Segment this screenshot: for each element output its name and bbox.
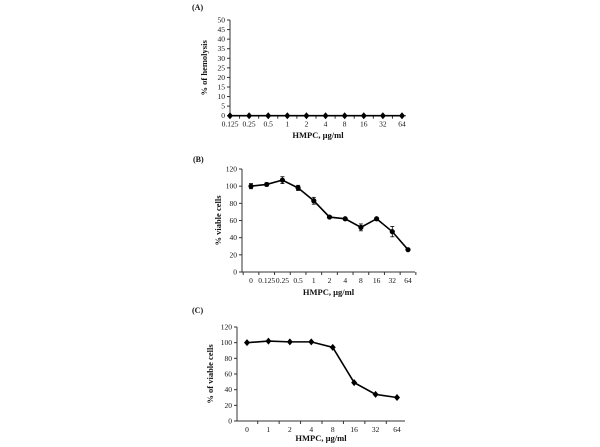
- x-tick-label: 4: [324, 120, 328, 129]
- data-point: [264, 181, 270, 188]
- x-tick-label: 64: [393, 425, 401, 434]
- data-point: [329, 343, 336, 351]
- x-tick-label: 0.5: [264, 120, 274, 129]
- x-tick-label: 1: [267, 425, 271, 434]
- data-point: [286, 338, 293, 346]
- data-point: [227, 112, 233, 120]
- data-point: [379, 112, 386, 120]
- y-tick-label: 45: [218, 25, 226, 34]
- data-point: [372, 390, 379, 398]
- x-tick-label: 64: [404, 276, 412, 285]
- y-axis-label: % of hemolysis: [199, 40, 209, 96]
- x-tick-label: 1: [312, 276, 316, 285]
- x-tick-label: 16: [373, 276, 381, 285]
- data-point: [295, 185, 301, 191]
- y-tick-label: 35: [218, 44, 226, 53]
- y-axis-label: % viable cells: [213, 195, 223, 246]
- x-tick-label: 32: [372, 425, 380, 434]
- x-tick-label: 0: [245, 425, 249, 434]
- data-point: [265, 337, 272, 345]
- x-tick-label: 16: [350, 425, 358, 434]
- data-point: [265, 112, 272, 120]
- data-point: [308, 338, 315, 346]
- data-point: [399, 112, 405, 120]
- data-point: [374, 216, 380, 222]
- y-tick-label: 30: [218, 54, 226, 63]
- y-tick-label: 120: [226, 165, 238, 174]
- chart-c: (C) 0 20 40 60 80 100 120 0 1 2 4 8 16 32 64 HMPC, µg/ml…: [192, 306, 405, 443]
- x-axis-label: HMPC, µg/ml: [303, 287, 355, 297]
- x-tick-label: 2: [328, 276, 332, 285]
- y-tick-label: 60: [225, 370, 233, 379]
- x-tick-label: 0: [249, 276, 253, 285]
- y-tick-label: 40: [218, 35, 226, 44]
- x-tick-label: 0.25: [276, 276, 289, 285]
- data-point: [284, 112, 291, 120]
- y-tick-label: 25: [218, 63, 226, 72]
- data-point: [303, 112, 310, 120]
- y-tick-label: 120: [221, 323, 233, 332]
- x-tick-label: 0.25: [243, 120, 256, 129]
- data-point: [360, 112, 367, 120]
- data-point: [311, 198, 317, 204]
- x-tick-label: 8: [343, 120, 347, 129]
- x-tick-label: 4: [343, 276, 347, 285]
- y-tick-label: 0: [233, 268, 237, 277]
- x-tick-label: 4: [309, 425, 313, 434]
- data-point: [279, 177, 285, 183]
- y-tick-label: 20: [230, 250, 238, 259]
- y-tick-label: 40: [225, 385, 233, 394]
- x-tick-label: 2: [288, 425, 292, 434]
- x-tick-label: 32: [389, 276, 397, 285]
- y-tick-label: 50: [218, 16, 226, 25]
- panel-label: (B): [193, 155, 204, 164]
- y-tick-label: 40: [230, 233, 238, 242]
- x-axis-label: HMPC, µg/ml: [292, 130, 344, 140]
- y-tick-label: 60: [230, 216, 238, 225]
- data-point: [394, 394, 400, 401]
- x-tick-label: 16: [360, 120, 368, 129]
- data-point: [342, 216, 348, 222]
- data-point: [389, 229, 395, 235]
- chart-b: (B) 0 20 40 60 80 100 120 0 0.125 0.25 0.5 1 2 4 8 16 32 6…: [193, 155, 417, 297]
- y-tick-label: 5: [221, 102, 225, 111]
- data-point: [322, 112, 329, 120]
- x-tick-label: 8: [331, 425, 335, 434]
- x-tick-label: 0.125: [222, 120, 239, 129]
- x-tick-label: 8: [359, 276, 363, 285]
- x-tick-label: 64: [398, 120, 406, 129]
- panel-label: (A): [192, 3, 203, 12]
- y-tick-label: 0: [221, 111, 225, 120]
- data-point: [326, 214, 333, 220]
- x-tick-label: 1: [285, 120, 289, 129]
- y-tick-label: 15: [218, 82, 226, 91]
- data-point: [341, 112, 348, 120]
- y-tick-label: 20: [218, 73, 226, 82]
- data-point: [246, 112, 253, 120]
- x-tick-label: 0.5: [293, 276, 303, 285]
- x-tick-label: 2: [305, 120, 309, 129]
- y-tick-label: 100: [226, 182, 238, 191]
- y-tick-label: 80: [225, 354, 233, 363]
- y-axis-label: % of viable cells: [205, 344, 215, 404]
- y-tick-label: 80: [230, 199, 238, 208]
- x-tick-label: 32: [379, 120, 387, 129]
- data-point: [358, 224, 364, 230]
- data-point: [244, 339, 250, 347]
- y-tick-label: 100: [221, 338, 233, 347]
- x-axis-label: HMPC, µg/ml: [295, 433, 347, 443]
- data-point: [405, 247, 411, 253]
- data-point: [248, 183, 254, 189]
- y-tick-label: 10: [218, 92, 226, 101]
- y-tick-label: 0: [228, 417, 232, 426]
- series-line: [246, 340, 398, 399]
- x-tick-label: 0.125: [258, 276, 275, 285]
- panel-label: (C): [192, 306, 203, 315]
- y-tick-label: 20: [225, 401, 233, 410]
- data-point: [351, 379, 358, 387]
